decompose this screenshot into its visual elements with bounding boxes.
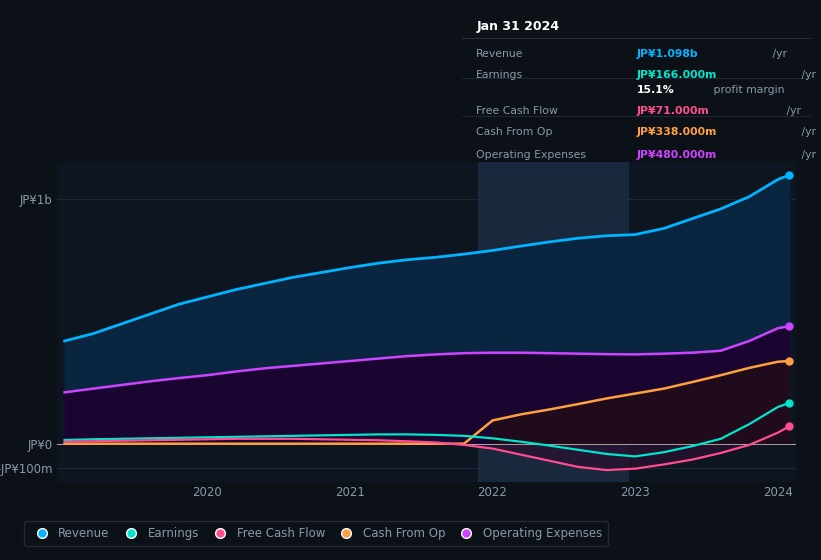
Text: JP¥338.000m: JP¥338.000m [637,127,717,137]
Text: /yr: /yr [798,127,816,137]
Text: 15.1%: 15.1% [637,85,674,95]
Text: JP¥71.000m: JP¥71.000m [637,106,709,116]
Text: Cash From Op: Cash From Op [476,127,553,137]
Text: /yr: /yr [783,106,801,116]
Text: Revenue: Revenue [476,49,524,59]
Text: profit margin: profit margin [710,85,784,95]
Text: Jan 31 2024: Jan 31 2024 [476,20,559,33]
Text: /yr: /yr [798,70,816,80]
Legend: Revenue, Earnings, Free Cash Flow, Cash From Op, Operating Expenses: Revenue, Earnings, Free Cash Flow, Cash … [24,521,608,546]
Text: Free Cash Flow: Free Cash Flow [476,106,558,116]
Bar [479,162,628,482]
Text: JP¥1.098b: JP¥1.098b [637,49,699,59]
Text: Earnings: Earnings [476,70,523,80]
Text: /yr: /yr [798,150,816,160]
Text: /yr: /yr [768,49,787,59]
Text: JP¥480.000m: JP¥480.000m [637,150,717,160]
Text: JP¥166.000m: JP¥166.000m [637,70,717,80]
Text: Operating Expenses: Operating Expenses [476,150,586,160]
